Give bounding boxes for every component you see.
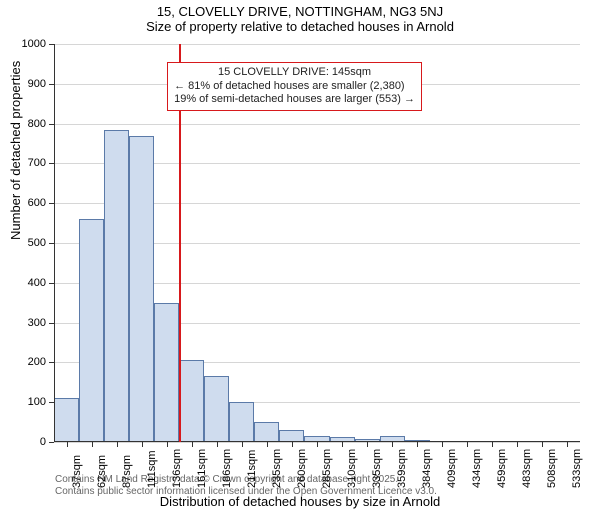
x-tick	[467, 442, 468, 447]
y-tick	[49, 442, 54, 443]
y-tick-label: 900	[12, 78, 46, 90]
histogram-bar	[79, 219, 104, 442]
y-tick-label: 400	[12, 277, 46, 289]
x-tick-label: 459sqm	[496, 449, 508, 488]
histogram-bar	[154, 303, 179, 442]
histogram-bar	[104, 130, 129, 442]
y-tick-label: 100	[12, 396, 46, 408]
plot-area: 15 CLOVELLY DRIVE: 145sqm← 81% of detach…	[54, 44, 580, 442]
x-tick-label: 335sqm	[371, 449, 383, 488]
y-tick-label: 200	[12, 356, 46, 368]
x-tick-label: 434sqm	[471, 449, 483, 488]
x-tick	[517, 442, 518, 447]
y-tick-label: 0	[12, 436, 46, 448]
x-tick	[267, 442, 268, 447]
x-tick-label: 384sqm	[421, 449, 433, 488]
x-tick-label: 359sqm	[396, 449, 408, 488]
grid-line	[54, 124, 580, 125]
histogram-bar	[229, 402, 254, 442]
y-tick-label: 600	[12, 197, 46, 209]
title-main: 15, CLOVELLY DRIVE, NOTTINGHAM, NG3 5NJ	[0, 4, 600, 19]
x-tick-label: 483sqm	[521, 449, 533, 488]
x-tick-label: 186sqm	[221, 449, 233, 488]
x-tick	[242, 442, 243, 447]
x-tick	[567, 442, 568, 447]
x-tick-label: 409sqm	[446, 449, 458, 488]
x-tick	[192, 442, 193, 447]
x-tick-label: 136sqm	[171, 449, 183, 488]
x-tick-label: 161sqm	[196, 449, 208, 488]
x-tick	[142, 442, 143, 447]
y-tick-label: 700	[12, 157, 46, 169]
x-tick-label: 310sqm	[346, 449, 358, 488]
x-tick-label: 285sqm	[321, 449, 333, 488]
x-tick	[342, 442, 343, 447]
x-tick	[442, 442, 443, 447]
annotation-line: 19% of semi-detached houses are larger (…	[174, 93, 415, 107]
x-axis-line	[54, 441, 580, 442]
x-tick	[217, 442, 218, 447]
annotation-box: 15 CLOVELLY DRIVE: 145sqm← 81% of detach…	[167, 62, 422, 111]
x-tick	[92, 442, 93, 447]
title-sub: Size of property relative to detached ho…	[0, 19, 600, 34]
x-tick	[317, 442, 318, 447]
x-tick	[117, 442, 118, 447]
annotation-line: ← 81% of detached houses are smaller (2,…	[174, 80, 415, 94]
histogram-bar	[254, 422, 279, 442]
histogram-bar	[54, 398, 79, 442]
x-tick	[367, 442, 368, 447]
x-tick-label: 111sqm	[146, 450, 158, 488]
y-tick-label: 500	[12, 237, 46, 249]
x-tick	[417, 442, 418, 447]
grid-line	[54, 44, 580, 45]
y-axis-line	[54, 44, 55, 442]
x-tick-label: 260sqm	[296, 449, 308, 488]
y-tick-label: 1000	[12, 38, 46, 50]
x-tick	[492, 442, 493, 447]
x-tick-label: 62sqm	[96, 455, 108, 488]
x-tick	[167, 442, 168, 447]
x-tick	[67, 442, 68, 447]
histogram-bar	[129, 136, 154, 442]
x-tick	[392, 442, 393, 447]
x-tick-label: 87sqm	[121, 455, 133, 488]
histogram-bar	[179, 360, 204, 442]
histogram-bar	[204, 376, 229, 442]
y-tick-label: 300	[12, 317, 46, 329]
x-tick-label: 235sqm	[271, 449, 283, 488]
x-tick-label: 37sqm	[71, 455, 83, 488]
x-tick	[542, 442, 543, 447]
x-tick-label: 533sqm	[571, 449, 583, 488]
x-tick-label: 508sqm	[546, 449, 558, 488]
x-tick	[292, 442, 293, 447]
x-tick-label: 211sqm	[246, 450, 258, 488]
annotation-line: 15 CLOVELLY DRIVE: 145sqm	[174, 66, 415, 80]
y-tick-label: 800	[12, 118, 46, 130]
